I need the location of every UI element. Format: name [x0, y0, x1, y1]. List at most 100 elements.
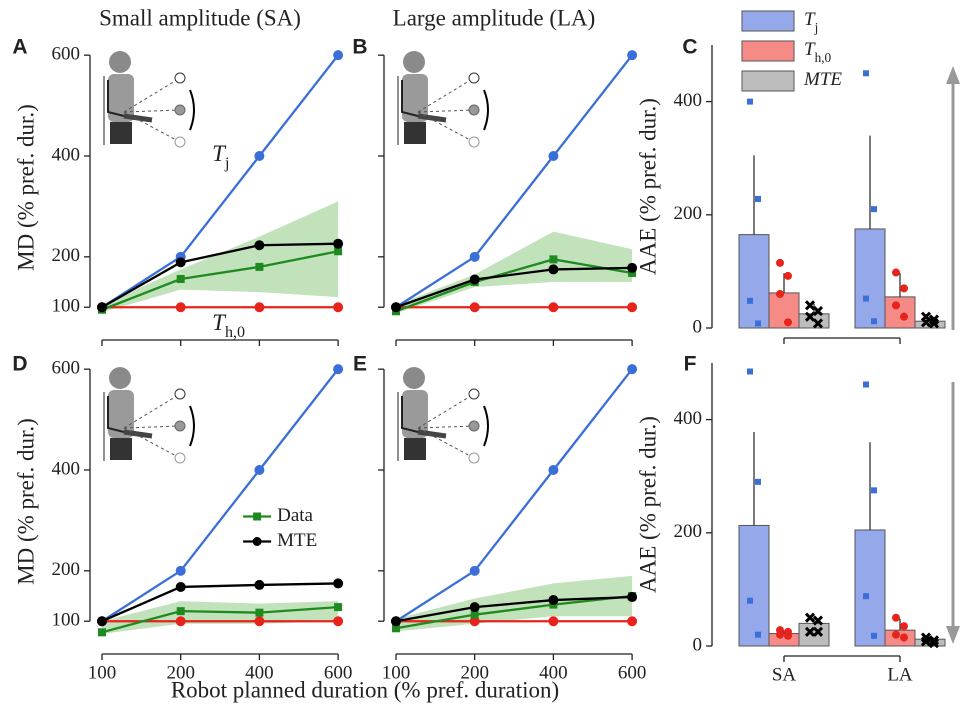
marker	[469, 565, 480, 576]
y-tick-label: 400	[52, 144, 81, 165]
column-title: Large amplitude (LA)	[393, 5, 596, 30]
y-tick-label: 200	[52, 245, 81, 266]
marker	[333, 50, 344, 61]
marker	[627, 262, 638, 273]
marker	[175, 257, 186, 268]
arrow-head	[946, 626, 960, 644]
marker	[548, 150, 559, 161]
marker	[747, 368, 753, 375]
panel-letter: D	[12, 353, 27, 376]
y-axis-label: MD (% pref. dur.)	[13, 418, 38, 585]
marker	[871, 318, 877, 325]
y-tick-label: 0	[693, 316, 703, 337]
marker	[776, 630, 784, 639]
marker	[391, 302, 401, 313]
human-icon	[104, 367, 194, 463]
legend-swatch	[741, 40, 795, 62]
marker	[900, 622, 908, 631]
marker	[928, 638, 940, 649]
marker	[176, 607, 185, 616]
line	[101, 368, 340, 623]
marker	[900, 312, 908, 321]
marker	[469, 302, 480, 313]
marker	[175, 302, 186, 313]
marker	[863, 70, 869, 77]
marker	[892, 301, 900, 310]
band	[102, 601, 339, 634]
series-label-sub: j	[224, 155, 229, 172]
marker	[254, 579, 265, 590]
legend-marker	[252, 537, 262, 546]
marker	[755, 631, 761, 638]
marker	[804, 626, 816, 637]
marker	[871, 487, 877, 494]
bar	[768, 633, 800, 647]
line	[101, 242, 339, 309]
marker	[747, 597, 753, 604]
panel-letter: B	[352, 36, 367, 59]
marker	[548, 302, 559, 313]
series-label: Th,0	[212, 311, 245, 342]
y-tick-label: 100	[52, 610, 81, 631]
legend-label: Tj	[804, 9, 818, 34]
line	[101, 250, 339, 311]
bar	[884, 629, 916, 647]
marker	[469, 602, 480, 613]
x-tick-label: 600	[324, 662, 353, 683]
marker	[784, 631, 792, 640]
band	[102, 201, 339, 313]
marker	[549, 255, 558, 264]
marker	[548, 595, 559, 606]
marker	[548, 264, 559, 275]
line	[395, 368, 634, 623]
marker	[871, 632, 877, 639]
human-icon	[398, 367, 488, 463]
marker	[254, 240, 265, 251]
marker	[97, 616, 107, 627]
x-tick-label: 100	[382, 662, 411, 683]
marker	[804, 300, 816, 311]
bar	[738, 234, 770, 329]
marker	[469, 616, 480, 627]
marker	[254, 302, 265, 313]
human-icon	[104, 51, 194, 147]
panel-letter: E	[353, 353, 367, 376]
marker	[784, 271, 792, 280]
marker	[892, 613, 900, 622]
marker	[333, 302, 344, 313]
marker	[391, 616, 401, 627]
marker	[627, 592, 638, 603]
marker	[900, 633, 908, 642]
y-tick-label: 600	[52, 44, 81, 65]
series-label-main: T	[212, 311, 227, 336]
series-label: Tj	[212, 141, 229, 172]
y-tick-label: 200	[674, 203, 703, 224]
line	[395, 594, 633, 630]
marker	[755, 195, 761, 202]
marker	[928, 635, 940, 646]
legend-label-sub: h,0	[815, 50, 832, 65]
marker	[784, 318, 792, 327]
y-tick-label: 200	[674, 521, 703, 542]
x-tick-label: 200	[166, 662, 195, 683]
marker	[627, 50, 638, 61]
y-axis-label: MD (% pref. dur.)	[13, 104, 38, 271]
marker	[628, 268, 637, 277]
legend-label-sub: j	[814, 20, 819, 35]
marker	[928, 318, 940, 329]
y-tick-label: 0	[693, 634, 703, 655]
marker	[804, 311, 816, 322]
y-tick-label: 400	[674, 408, 703, 429]
marker	[334, 247, 343, 256]
legend-label: Data	[277, 505, 313, 526]
x-tick-label: 600	[618, 662, 647, 683]
marker	[871, 206, 877, 213]
marker	[97, 302, 107, 313]
legend-label: MTE	[277, 530, 317, 551]
panel-letter: F	[684, 353, 697, 376]
marker	[755, 320, 761, 327]
marker	[892, 268, 900, 277]
legend-swatch	[741, 70, 795, 92]
y-axis-label: AAE (% pref. dur.)	[635, 416, 660, 593]
